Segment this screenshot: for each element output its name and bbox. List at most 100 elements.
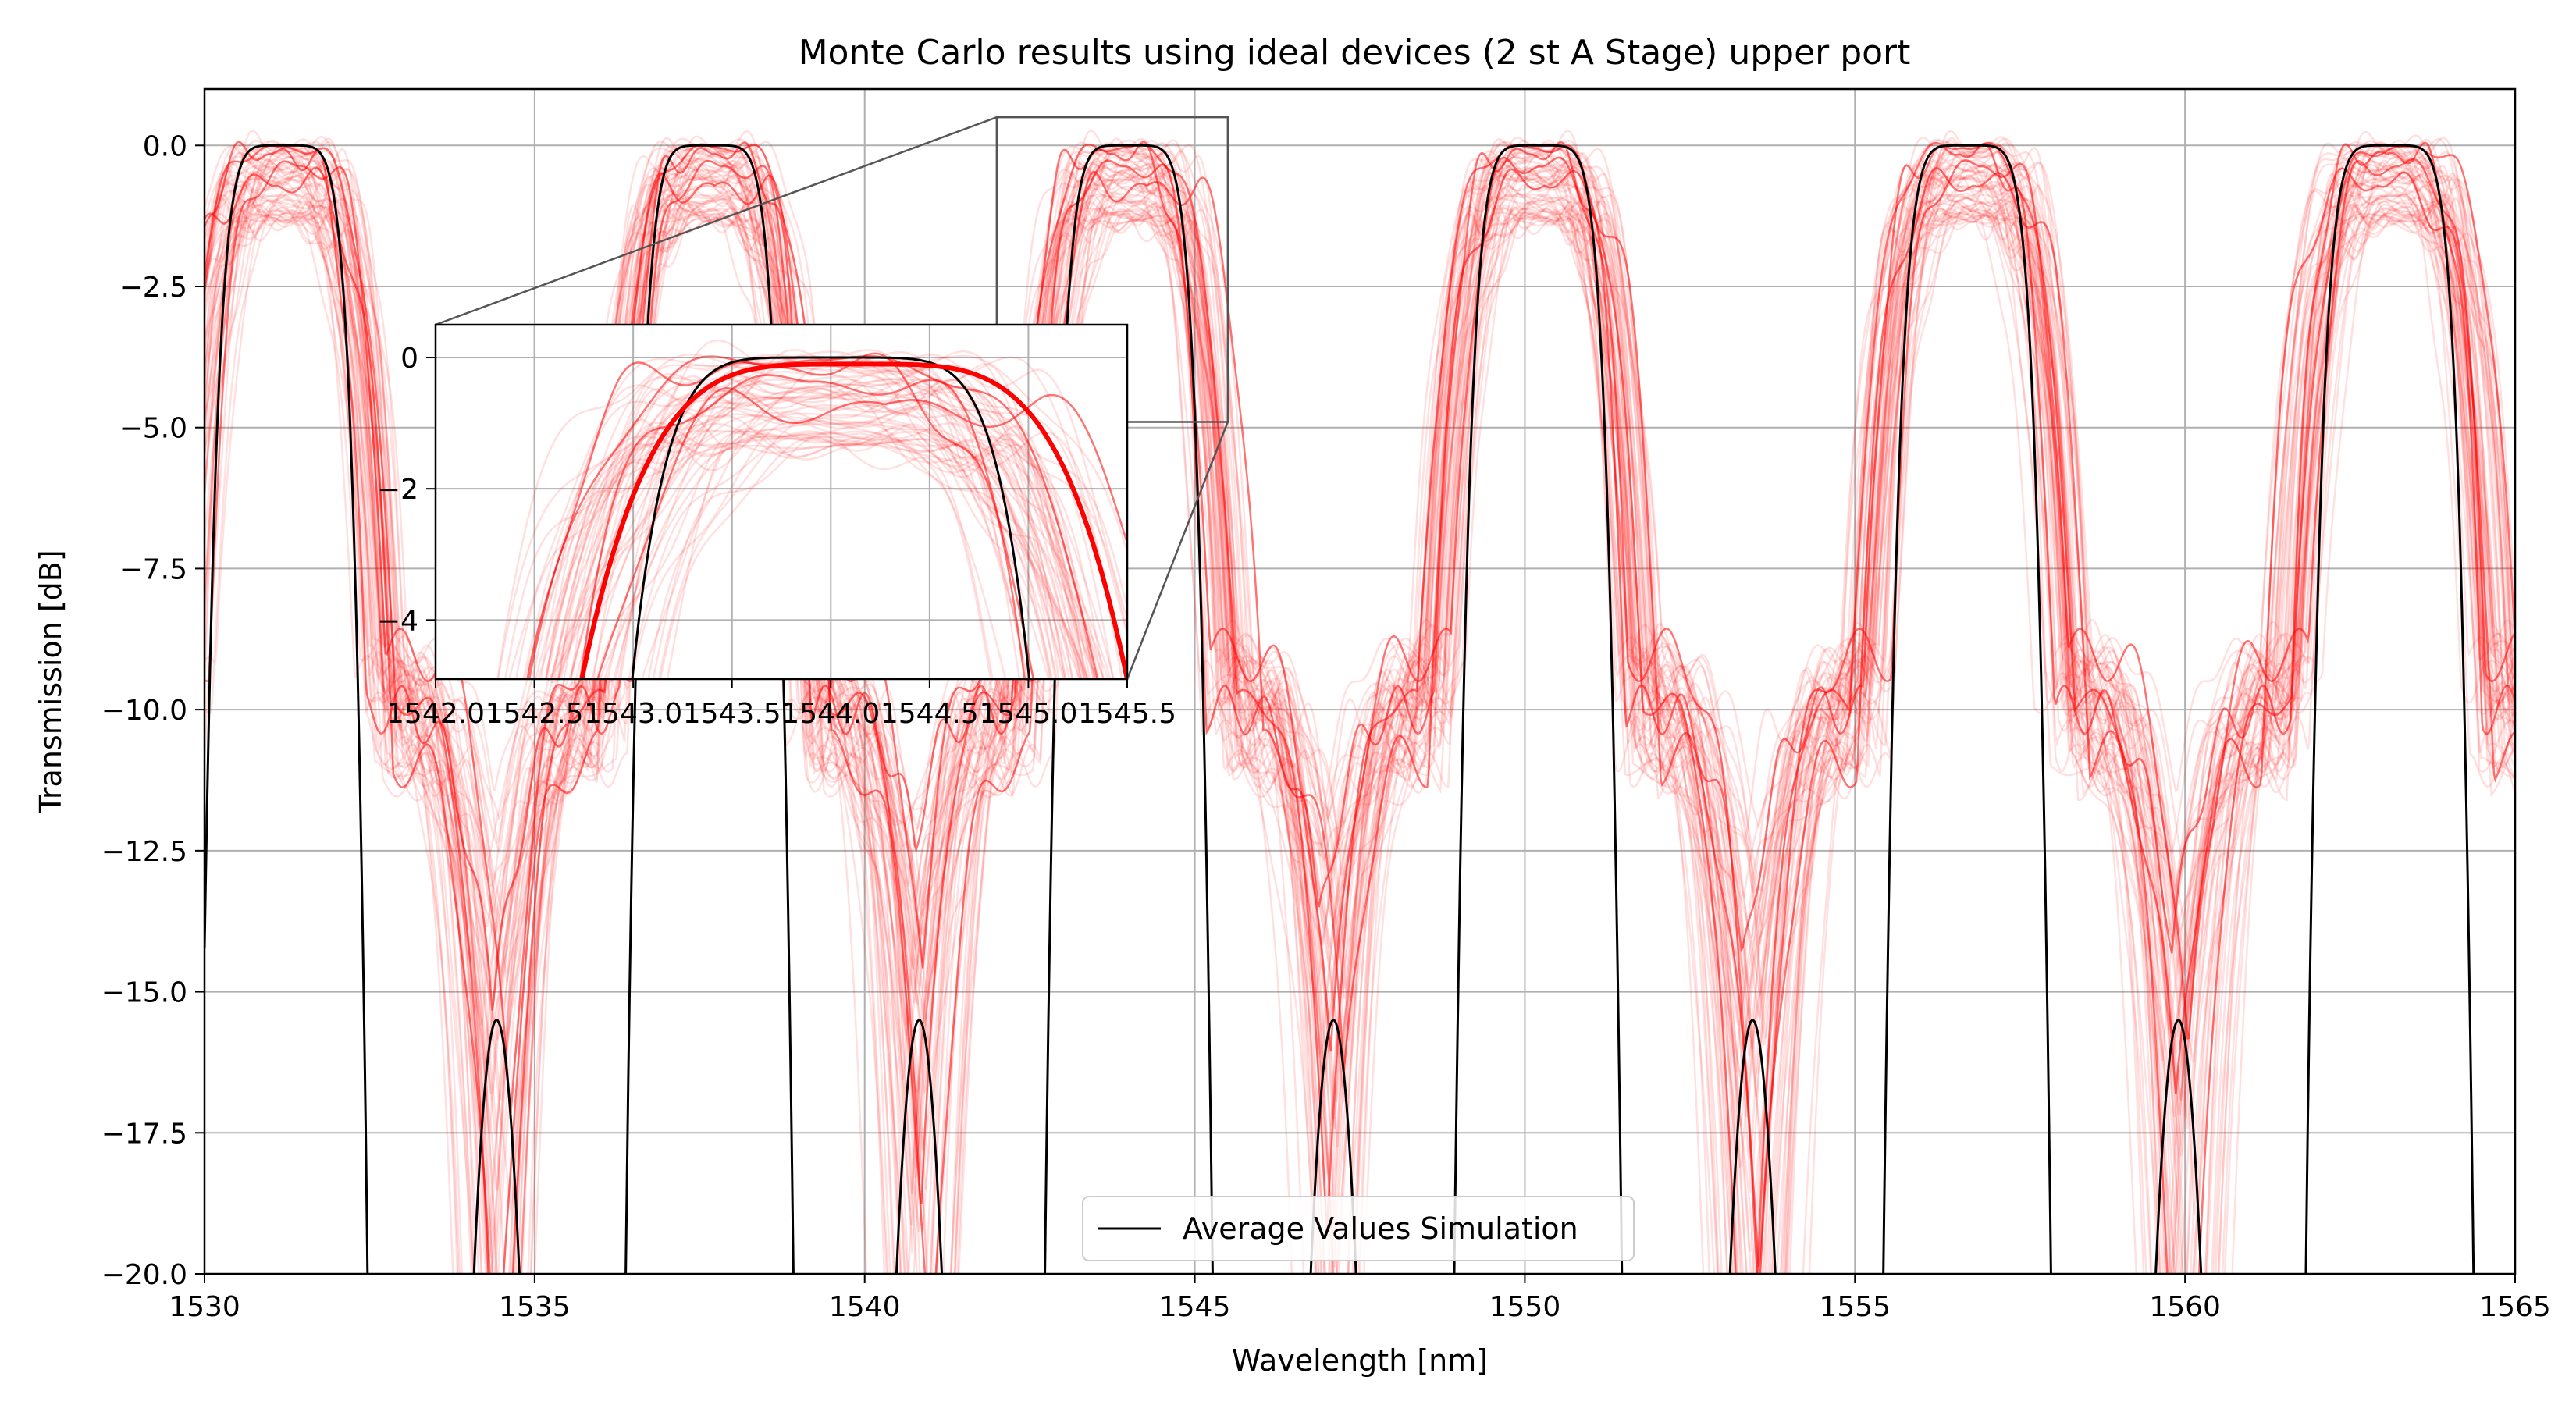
main-x-tick-label: 1555 <box>1819 1291 1891 1323</box>
inset-monte-carlo-run <box>560 413 1007 679</box>
monte-carlo-run <box>205 162 2515 951</box>
main-axes-frame <box>203 87 2517 1275</box>
main-y-ticks: 0.0 −2.5 −5.0 −7.5 −10.0 −12.5 −15.0 −17.5 −20.0 <box>101 130 205 1291</box>
inset-monte-carlo-run <box>550 378 1097 679</box>
monte-carlo-run <box>205 137 2515 1274</box>
main-y-tick-label: −2.5 <box>119 272 187 304</box>
monte-carlo-run <box>205 137 2515 1190</box>
inset-x-ticks: 1542.0 1542.5 1543.0 1543.5 1544.0 1544.5 1545… <box>386 679 1176 730</box>
monte-carlo-run <box>205 166 2515 1274</box>
inset-monte-carlo-run <box>599 414 1127 679</box>
inset-monte-carlo-run <box>596 386 1127 679</box>
monte-carlo-run <box>205 161 2515 1232</box>
monte-carlo-run <box>205 143 2515 1274</box>
inset-average-line <box>631 356 1031 679</box>
inset-monte-carlo-run <box>546 391 1127 679</box>
inset-monte-carlo-run <box>666 364 1094 679</box>
inset-y-tick-label: −4 <box>377 605 418 637</box>
inset-monte-carlo-run <box>554 374 1021 679</box>
inset-monte-carlo-run <box>545 375 1035 679</box>
chart-title: Monte Carlo results using ideal devices … <box>799 33 1911 73</box>
monte-carlo-run <box>205 151 2515 1274</box>
monte-carlo-run <box>205 159 2515 1252</box>
inset-monte-carlo-run <box>544 361 1089 679</box>
monte-carlo-run <box>205 197 2515 945</box>
monte-carlo-run <box>205 183 2515 1054</box>
monte-carlo-run <box>205 140 2515 1011</box>
monte-carlo-run <box>205 187 2515 1027</box>
monte-carlo-run <box>205 182 2515 1139</box>
inset-highlighted-run <box>579 361 1127 679</box>
monte-carlo-run <box>205 135 2515 1274</box>
monte-carlo-run <box>205 211 2515 1274</box>
main-x-tick-label: 1565 <box>2479 1291 2551 1323</box>
main-y-tick-label: −17.5 <box>101 1118 187 1150</box>
inset-x-tick-label: 1543.0 <box>584 698 682 730</box>
legend: Average Values Simulation <box>1082 1196 1635 1261</box>
inset-monte-carlo-run <box>657 417 1050 679</box>
x-axis-label: Wavelength [nm] <box>1232 1343 1488 1378</box>
inset-monte-carlo-run <box>531 389 1115 679</box>
monte-carlo-run <box>205 153 2515 990</box>
monte-carlo-run <box>205 141 2515 1274</box>
main-y-tick-label: −5.0 <box>119 413 187 445</box>
inset-x-tick-label: 1545.5 <box>1078 698 1176 730</box>
inset-y-tick-label: −2 <box>377 474 418 506</box>
monte-carlo-run <box>205 211 2515 1274</box>
monte-carlo-run <box>205 164 2515 940</box>
inset-monte-carlo-run <box>537 411 1074 679</box>
inset-monte-carlo-run <box>568 421 1100 679</box>
inset-monte-carlo-run <box>581 390 992 679</box>
inset-monte-carlo-run <box>578 354 1127 679</box>
zoom-connector-line <box>1126 422 1229 680</box>
inset-plot-area <box>496 339 1127 679</box>
inset-monte-carlo-run <box>514 426 1109 679</box>
inset-x-tick-label: 1542.5 <box>486 698 584 730</box>
inset-x-tick-label: 1543.5 <box>683 698 781 730</box>
inset-axes-frame <box>434 323 1129 681</box>
inset-monte-carlo-run <box>603 438 1112 679</box>
monte-carlo-run <box>205 156 2515 1191</box>
inset-monte-carlo-run <box>630 421 1086 679</box>
inset-monte-carlo-run <box>522 392 1105 679</box>
inset-x-tick-label: 1544.0 <box>781 698 880 730</box>
main-x-tick-label: 1535 <box>499 1291 571 1323</box>
inset-y-ticks: 0 −2 −4 <box>377 343 436 637</box>
inset-monte-carlo-run <box>641 427 1088 679</box>
monte-carlo-run <box>205 207 2515 1093</box>
inset-monte-carlo-run <box>557 405 1088 679</box>
inset-monte-carlo-run <box>557 366 1115 679</box>
main-y-tick-label: −15.0 <box>101 977 187 1009</box>
inset-monte-carlo-run <box>568 430 994 679</box>
inset-monte-carlo-run <box>549 425 1098 679</box>
monte-carlo-run <box>205 175 2515 1040</box>
main-plot-area <box>205 130 2515 1274</box>
inset-monte-carlo-run <box>613 412 1066 679</box>
inset-monte-carlo-run <box>545 375 1057 679</box>
monte-carlo-run <box>205 158 2515 1100</box>
legend-box <box>1082 1196 1635 1261</box>
main-x-tick-label: 1560 <box>2149 1291 2221 1323</box>
main-y-tick-label: −10.0 <box>101 695 187 727</box>
inset-monte-carlo-run <box>579 374 1035 679</box>
main-y-tick-label: −20.0 <box>101 1259 187 1291</box>
inset-monte-carlo-run <box>570 396 1083 679</box>
monte-carlo-run <box>205 163 2515 1274</box>
inset-monte-carlo-run <box>570 442 1090 679</box>
monte-carlo-run <box>205 150 2515 1274</box>
monte-carlo-run <box>205 140 2515 1274</box>
inset-x-tick-label: 1545.0 <box>979 698 1077 730</box>
inset-monte-carlo-run <box>617 382 1123 679</box>
inset-monte-carlo-run <box>647 399 1085 679</box>
inset-monte-carlo-run <box>524 379 1029 679</box>
monte-carlo-run <box>205 173 2515 1274</box>
inset-monte-carlo-run <box>580 378 1086 679</box>
inset-monte-carlo-run <box>614 386 1127 679</box>
zoom-connector-line <box>435 116 998 326</box>
inset-monte-carlo-run <box>581 403 1095 679</box>
inset-monte-carlo-run <box>575 407 1105 679</box>
inset-monte-carlo-run <box>619 348 1127 679</box>
inset-monte-carlo-run <box>535 365 1091 679</box>
monte-carlo-run <box>205 201 2515 1274</box>
